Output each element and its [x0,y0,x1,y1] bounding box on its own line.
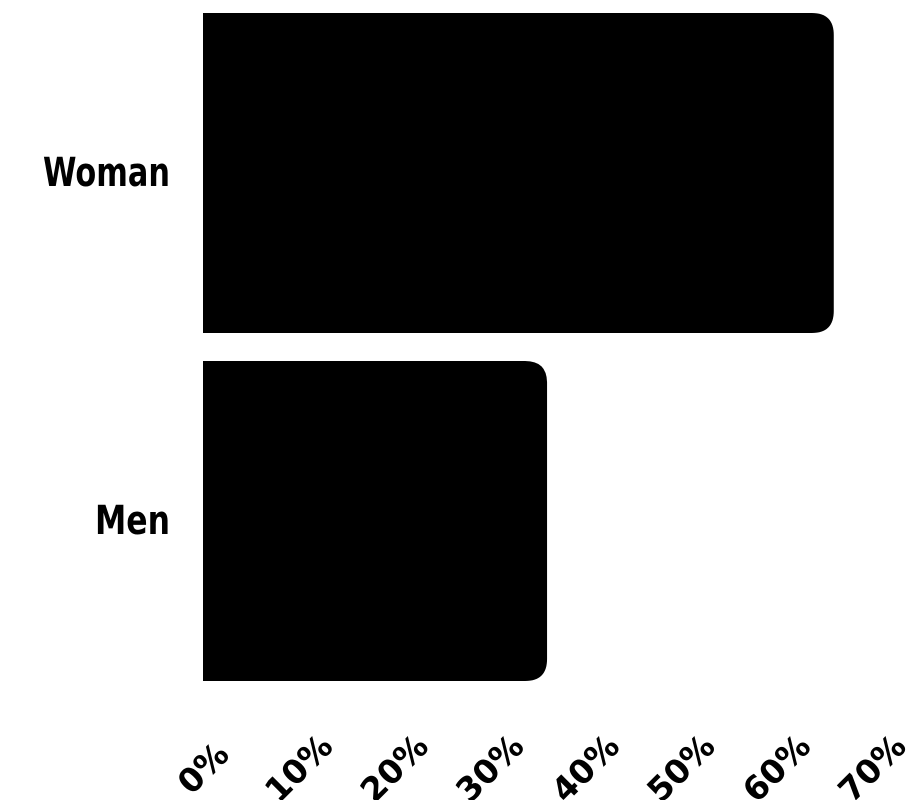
category-label-woman: Woman [43,150,170,196]
x-tick-label: 0% [169,734,236,800]
x-tick-label: 10% [257,726,340,800]
x-tick-label: 60% [735,726,818,800]
x-tick-label: 50% [639,726,722,800]
category-labels: Woman Men [43,150,170,544]
bar-woman [203,13,834,333]
x-tick-label: 40% [544,726,627,800]
bars-group [203,13,834,681]
category-label-men: Men [95,498,170,544]
x-tick-label: 30% [448,726,531,800]
x-tick-label: 70% [830,726,913,800]
x-tick-label: 20% [352,726,435,800]
x-axis-tick-labels: 0% 10% 20% 30% 40% 50% 60% 70% [169,726,913,800]
bar-men [203,361,548,681]
